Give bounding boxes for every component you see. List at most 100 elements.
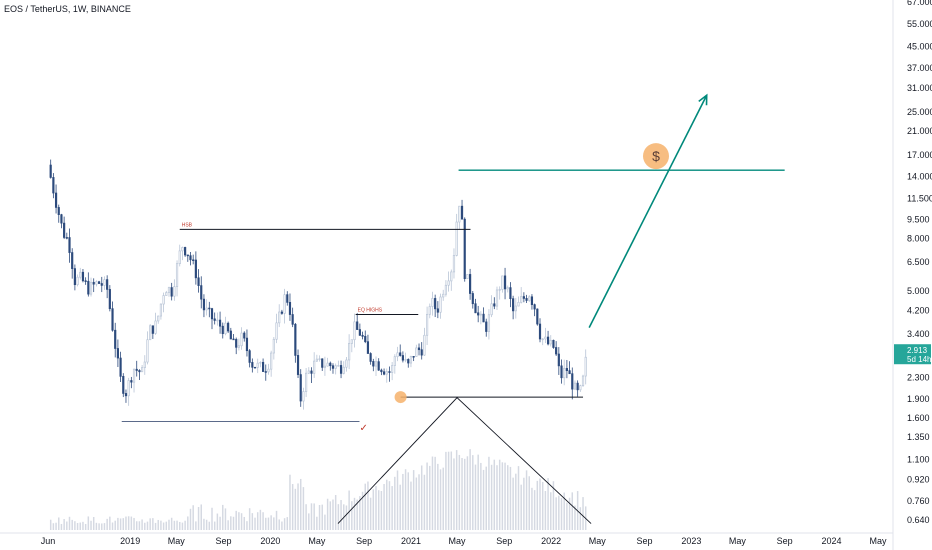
volume-bar [463,458,466,530]
candle-body [162,295,165,305]
volume-bar [230,516,232,530]
candle-body [331,365,335,369]
y-tick-label: 21.000 [907,126,932,136]
volume-bar [289,474,291,530]
volume-bar [351,501,353,530]
volume-bar [447,451,450,530]
annotation-label-0: HSB [182,222,193,228]
current-price-label: 2.913 [907,346,928,355]
volume-bar [157,519,159,530]
candle-body [114,329,117,349]
volume-bar [458,454,461,530]
volume-bar [568,497,571,530]
candle-body [447,280,450,286]
volume-bar [528,476,530,530]
volume-bar [574,505,576,530]
candle-body [565,368,568,372]
candle-body [353,321,356,341]
volume-bar [334,495,337,530]
y-tick-label: 0.640 [907,515,930,525]
volume-bar [117,517,119,530]
volume-bar [251,513,254,530]
y-tick-label: 14.000 [907,171,932,181]
volume-bar [109,516,111,530]
candle-body [159,303,163,317]
candle-body [487,314,491,332]
candle-body [412,356,415,358]
volume-bar [375,485,377,530]
volume-bar [429,465,431,530]
volume-bar [316,516,318,530]
volume-bar [439,469,442,530]
candle-body [288,302,292,315]
candle-body [439,296,442,313]
candle-body [63,222,66,238]
volume-bar [49,519,52,530]
candle-body [377,361,380,371]
volume-bar [332,499,334,530]
volume-bar [345,505,348,530]
volume-bar [318,505,321,530]
volume-bar [531,487,533,530]
candlesticks [49,159,587,410]
volume-bar [407,472,410,530]
volume-bar [127,516,130,530]
volume-bar [98,523,100,530]
candle-body [350,339,353,344]
volume-bar [84,523,87,530]
candle-body [71,252,74,269]
volume-bar [431,456,434,530]
annotations: HSB EQ HIGHS $ ✓ [121,93,785,524]
candle-body [482,313,485,323]
volume-bar [552,481,555,530]
volume-bar [437,463,439,530]
candle-body [517,302,520,307]
candle-body [103,279,106,286]
volume-bar [420,465,423,530]
chart-title: EOS / TetherUS, 1W, BINANCE [4,4,131,14]
candle-body [157,315,160,322]
candle-body [401,355,404,361]
candle-body [391,365,394,373]
volume-bar [248,508,251,530]
candle-body [119,357,122,377]
volume-bar [135,521,138,530]
volume-bar [114,520,116,530]
candle-body [127,380,130,397]
y-tick-label: 45.000 [907,41,932,51]
candle-body [251,362,254,368]
volume-bar [71,519,73,530]
volume-bar [501,462,504,530]
volume-bar [205,519,208,530]
volume-bar [308,513,310,530]
candle-body [232,338,235,341]
candle-body [385,371,388,375]
candle-body [259,361,262,364]
volume-bar [450,451,453,530]
x-tick-label: May [729,536,747,546]
volume-bar [504,462,506,530]
volume-bar [364,483,366,530]
candle-body [530,296,534,305]
candle-body [358,329,361,336]
annotation-label-1: EQ HIGHS [358,308,383,314]
volume-bar [461,458,463,530]
volume-bar [111,522,114,530]
volume-bar [340,500,342,530]
volume-bar [498,459,501,530]
volume-bar [547,478,549,530]
price-axis-bg [893,0,932,550]
candle-body [339,365,343,374]
candle-body [283,294,286,314]
x-tick-label: Sep [777,536,793,546]
projection-arrow-head [698,93,708,106]
candle-body [329,362,332,367]
volume-bar [297,483,299,530]
volume-bar [219,516,221,530]
volume-bar [490,464,493,530]
x-tick-label: May [869,536,887,546]
volume-bar [243,516,246,530]
volume-bar [222,504,224,530]
volume-bar [396,470,399,530]
